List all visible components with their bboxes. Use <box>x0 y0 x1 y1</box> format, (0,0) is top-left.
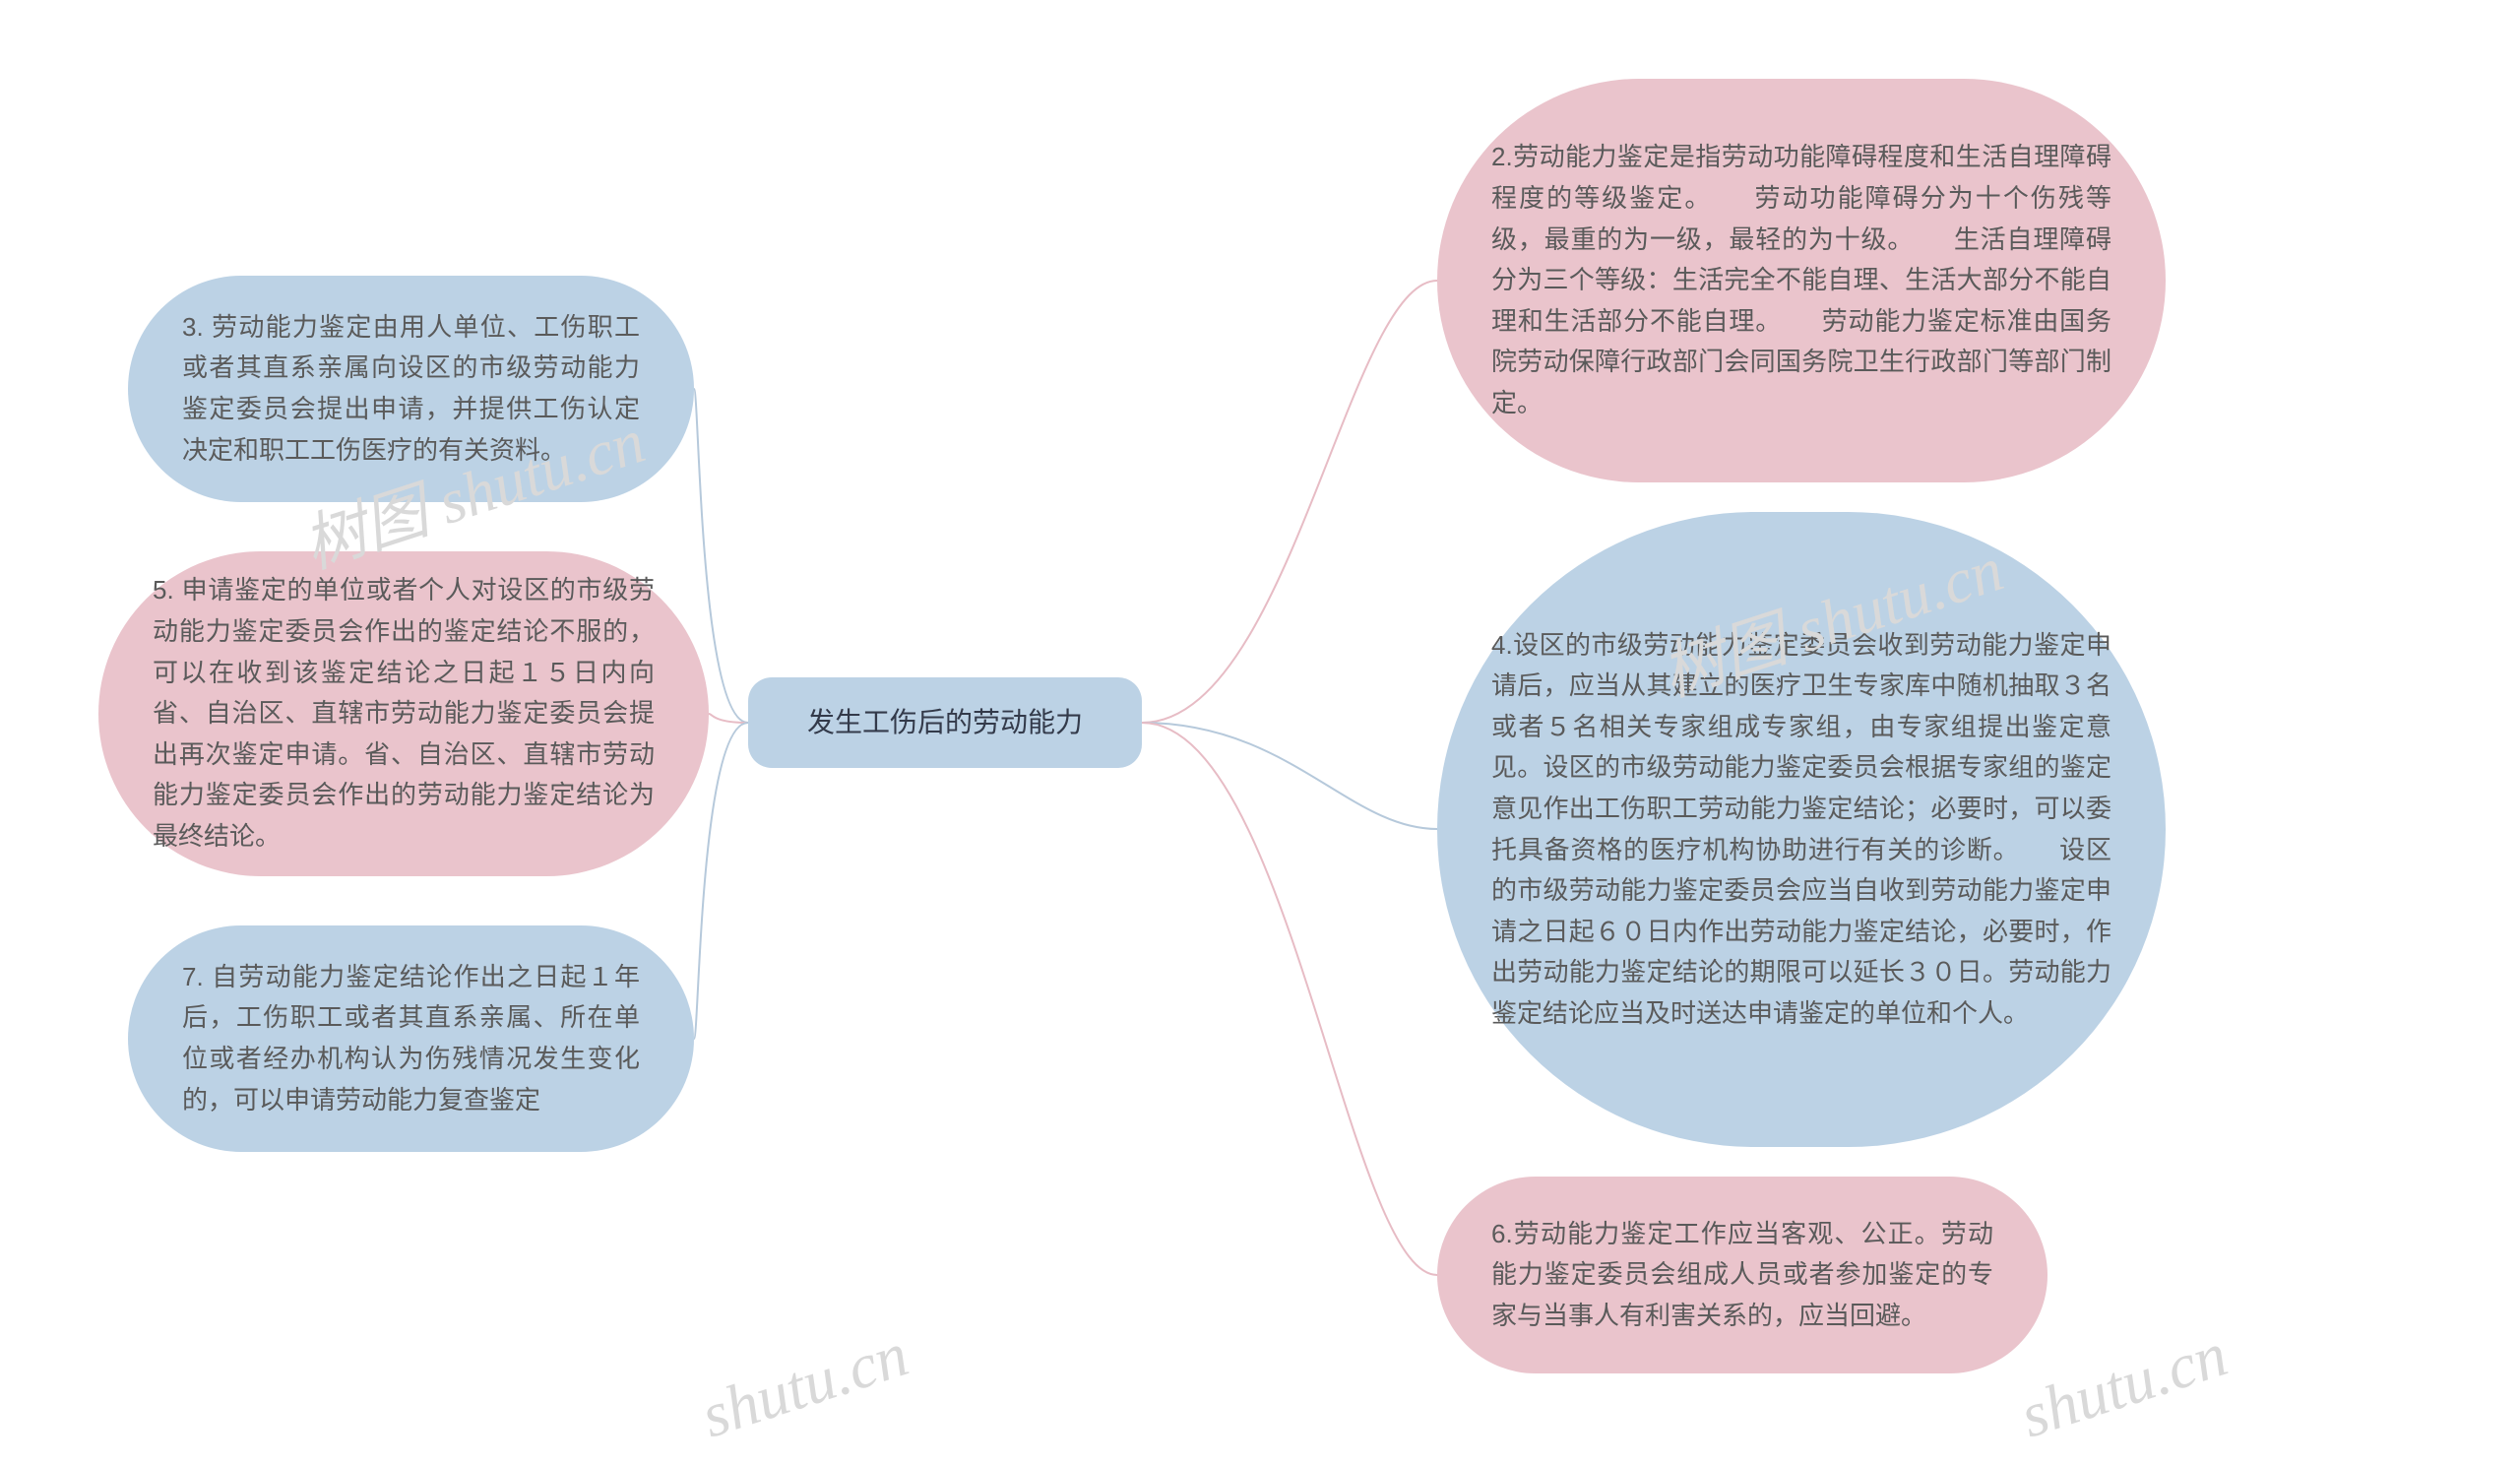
branch-node-n6[interactable]: 6.劳动能力鉴定工作应当客观、公正。劳动能力鉴定委员会组成人员或者参加鉴定的专家… <box>1437 1177 2048 1373</box>
branch-node-text: 2.劳动能力鉴定是指劳动功能障碍程度和生活自理障碍程度的等级鉴定。 劳动功能障碍… <box>1491 137 2111 423</box>
branch-node-text: 5. 申请鉴定的单位或者个人对设区的市级劳动能力鉴定委员会作出的鉴定结论不服的，… <box>153 570 655 857</box>
connector-4 <box>1142 723 1437 829</box>
connector-2 <box>694 723 748 1039</box>
connector-1 <box>709 714 748 723</box>
branch-node-n5[interactable]: 5. 申请鉴定的单位或者个人对设区的市级劳动能力鉴定委员会作出的鉴定结论不服的，… <box>98 551 709 876</box>
branch-node-n4[interactable]: 4.设区的市级劳动能力鉴定委员会收到劳动能力鉴定申请后，应当从其建立的医疗卫生专… <box>1437 512 2166 1147</box>
branch-node-text: 6.劳动能力鉴定工作应当客观、公正。劳动能力鉴定委员会组成人员或者参加鉴定的专家… <box>1491 1214 1993 1337</box>
connector-5 <box>1142 723 1437 1275</box>
mindmap-canvas: 发生工伤后的劳动能力 2.劳动能力鉴定是指劳动功能障碍程度和生活自理障碍程度的等… <box>0 0 2520 1466</box>
watermark: shutu.cn <box>693 1318 916 1453</box>
branch-node-n3[interactable]: 3. 劳动能力鉴定由用人单位、工伤职工或者其直系亲属向设区的市级劳动能力鉴定委员… <box>128 276 694 502</box>
branch-node-text: 3. 劳动能力鉴定由用人单位、工伤职工或者其直系亲属向设区的市级劳动能力鉴定委员… <box>182 307 640 471</box>
branch-node-n7[interactable]: 7. 自劳动能力鉴定结论作出之日起１年后，工伤职工或者其直系亲属、所在单位或者经… <box>128 925 694 1152</box>
branch-node-text: 4.设区的市级劳动能力鉴定委员会收到劳动能力鉴定申请后，应当从其建立的医疗卫生专… <box>1491 625 2111 1035</box>
branch-node-n2[interactable]: 2.劳动能力鉴定是指劳动功能障碍程度和生活自理障碍程度的等级鉴定。 劳动功能障碍… <box>1437 79 2166 482</box>
center-node[interactable]: 发生工伤后的劳动能力 <box>748 677 1142 768</box>
branch-node-text: 7. 自劳动能力鉴定结论作出之日起１年后，工伤职工或者其直系亲属、所在单位或者经… <box>182 957 640 1120</box>
connector-3 <box>1142 281 1437 723</box>
watermark: shutu.cn <box>2012 1318 2236 1453</box>
